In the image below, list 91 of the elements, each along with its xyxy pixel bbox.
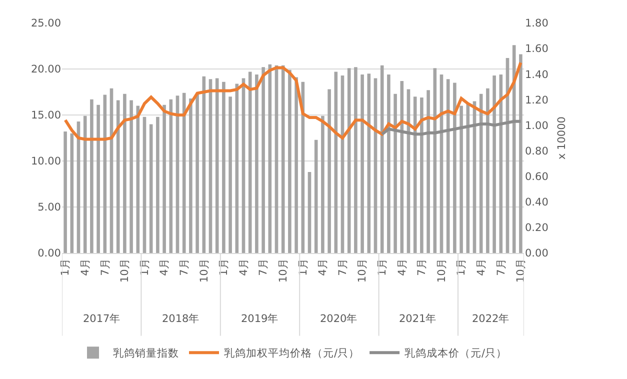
bar xyxy=(142,116,146,253)
x-tick-label: 7月 xyxy=(416,258,428,276)
x-tick-label: 1月 xyxy=(60,258,72,276)
bar xyxy=(189,98,192,253)
y2-tick-label: 1.80 xyxy=(525,18,548,30)
text: 2020年 xyxy=(320,313,358,325)
y2-tick-label: 0.60 xyxy=(525,171,548,184)
x-tick-label: 10月 xyxy=(119,258,132,283)
bar xyxy=(380,65,384,253)
y2-tick-label: 1.60 xyxy=(525,43,548,56)
x-tick-label: 4月 xyxy=(396,258,408,276)
x-tick-label: 7月 xyxy=(178,258,191,276)
bar xyxy=(420,98,424,253)
bar xyxy=(308,172,312,253)
bar xyxy=(162,104,166,253)
line-series xyxy=(380,120,522,136)
y2-tick-label: 0.00 xyxy=(525,248,548,260)
bar xyxy=(486,88,490,253)
text: 2022年 xyxy=(472,313,510,325)
bar xyxy=(215,78,219,253)
bar xyxy=(387,74,390,253)
text: 2018年 xyxy=(162,313,200,325)
y-tick-label: 15.00 xyxy=(30,110,61,122)
y-tick-label: 25.00 xyxy=(30,18,61,30)
x-tick-label: 10月 xyxy=(356,258,369,283)
bar xyxy=(413,96,417,253)
y2-tick-label: 0.20 xyxy=(525,222,548,234)
y2-tick-label: 0.40 xyxy=(525,196,548,209)
x-tick-label: 10月 xyxy=(198,258,210,283)
bar xyxy=(347,68,351,253)
bar xyxy=(394,94,397,253)
bar xyxy=(116,100,120,253)
y-tick-label: 10.00 xyxy=(30,156,61,168)
x-tick-label: 7月 xyxy=(258,258,270,276)
bar xyxy=(479,94,483,253)
bar xyxy=(314,140,318,253)
bar xyxy=(321,116,324,253)
bar xyxy=(354,67,358,253)
x-tick-label: 7月 xyxy=(99,258,112,276)
bar xyxy=(519,54,522,253)
bar xyxy=(196,92,199,253)
text: 2021年 xyxy=(399,313,437,325)
y2-tick-label: 1.20 xyxy=(525,94,548,106)
x-tick-label: 7月 xyxy=(336,258,349,276)
bar xyxy=(130,100,133,253)
legend-label: 乳鸽销量指数 xyxy=(113,346,179,360)
bar xyxy=(96,104,100,253)
bar xyxy=(182,92,186,253)
y-tick-label: 20.00 xyxy=(30,64,61,76)
bar xyxy=(328,89,331,253)
x-tick-label: 4月 xyxy=(476,258,488,276)
y2-axis-title: x 10000 xyxy=(556,116,568,160)
bar xyxy=(281,65,285,253)
y2-tick-label: 1.00 xyxy=(525,120,548,132)
y2-tick-label: 0.80 xyxy=(525,145,548,158)
x-tick-label: 4月 xyxy=(317,258,330,276)
bar xyxy=(426,90,430,253)
bar xyxy=(64,132,67,253)
bar xyxy=(453,82,456,253)
bar xyxy=(446,79,450,253)
bar xyxy=(360,74,364,253)
x-tick-label: 7月 xyxy=(495,258,508,276)
bar xyxy=(149,124,153,253)
line-series xyxy=(64,61,522,141)
x-tick-label: 4月 xyxy=(158,258,171,276)
legend-label: 乳鸽成本价（元/只） xyxy=(404,346,508,360)
bar xyxy=(123,94,126,253)
bar xyxy=(156,116,160,253)
bar xyxy=(492,75,496,253)
bar xyxy=(460,106,463,253)
bar xyxy=(90,99,94,253)
bar xyxy=(248,72,252,253)
bar xyxy=(255,74,258,253)
text: 2017年 xyxy=(83,313,121,325)
x-tick-label: 10月 xyxy=(436,258,448,283)
y-tick-label: 5.00 xyxy=(38,202,61,214)
bar xyxy=(262,67,265,253)
bar xyxy=(70,133,74,253)
y2-tick-label: 1.40 xyxy=(525,68,548,81)
x-tick-label: 4月 xyxy=(80,258,92,276)
x-tick-label: 4月 xyxy=(238,258,250,276)
bar xyxy=(288,70,292,253)
bar xyxy=(294,77,298,253)
bar xyxy=(222,82,226,253)
bar xyxy=(512,45,516,253)
bar xyxy=(228,96,232,253)
text: 2019年 xyxy=(241,313,279,325)
y-tick-label: 0.00 xyxy=(38,248,61,260)
legend-label: 乳鸽加权平均价格（元/只） xyxy=(224,346,360,360)
x-tick-label: 10月 xyxy=(278,258,290,283)
bar xyxy=(83,116,87,253)
